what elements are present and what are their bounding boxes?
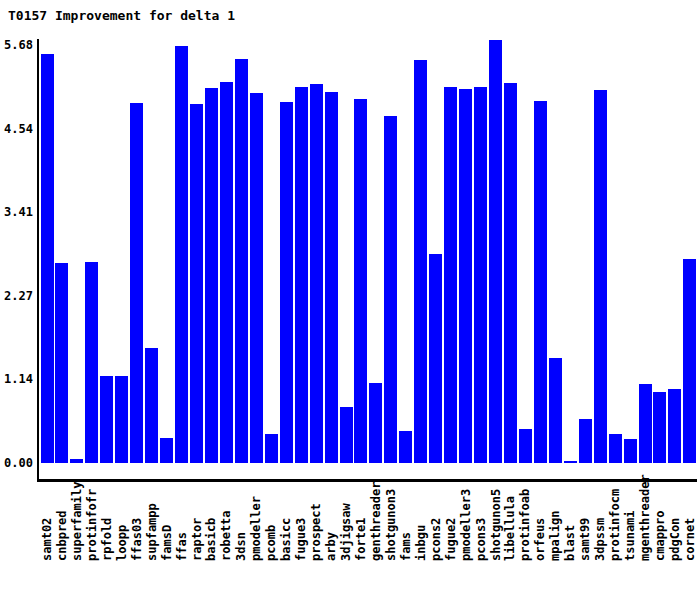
bar [340, 407, 353, 463]
y-tick-label: 5.68 [0, 39, 33, 52]
bar [100, 376, 113, 463]
x-axis-line [37, 479, 697, 482]
bar [115, 376, 128, 463]
x-axis-label: protinfofr [86, 489, 98, 561]
x-axis-label: shotgunon3 [385, 489, 397, 561]
x-axis-label: cmappro [654, 510, 666, 561]
bar [564, 461, 577, 463]
x-axis-label: blast [564, 525, 576, 561]
x-axis-label: cnbpred [56, 510, 68, 561]
x-axis-label: forte1 [355, 518, 367, 561]
bar [354, 99, 367, 463]
bar [594, 90, 607, 463]
bar [265, 434, 278, 463]
x-axis-label: tsunami [624, 510, 636, 561]
x-axis-label: mpalign [549, 510, 561, 561]
bar [639, 384, 652, 463]
bar [280, 102, 293, 463]
bar [399, 431, 412, 463]
x-axis-label: samt99 [579, 518, 591, 561]
bar [325, 92, 338, 463]
bar [579, 419, 592, 463]
bar [145, 348, 158, 463]
bar [444, 87, 457, 463]
bar [414, 60, 427, 463]
bar [474, 87, 487, 463]
bar [310, 84, 323, 463]
x-axis-label: pdgCon [669, 518, 681, 561]
bar [205, 88, 218, 463]
x-axis-label: protinfocm [609, 489, 621, 561]
x-axis-label: basicb [205, 518, 217, 561]
x-axis-label: inbgu [415, 525, 427, 561]
x-axis-label: pcons2 [430, 518, 442, 561]
y-tick-label: 0.00 [0, 457, 33, 470]
bar [624, 439, 637, 463]
x-axis-label: loopp [116, 525, 128, 561]
x-axis-label: fugue3 [295, 518, 307, 561]
bar [653, 392, 666, 463]
bar [70, 459, 83, 463]
x-axis-label: basicc [280, 518, 292, 561]
x-axis-label: 3dpssm [594, 518, 606, 561]
x-axis-label: pmodeller [250, 496, 262, 561]
x-axis-label: superfamily [71, 482, 83, 561]
bar [384, 116, 397, 463]
bar [41, 54, 54, 463]
x-axis-label: ffas03 [131, 518, 143, 561]
x-axis-label: shotgunon5 [490, 489, 502, 561]
bar [220, 82, 233, 463]
y-axis-line [37, 39, 39, 482]
bar-chart: T0157 Improvement for delta 1 0.00 1.14 2.… [0, 0, 700, 590]
y-tick-label: 2.27 [0, 290, 33, 303]
bar [429, 254, 442, 463]
bar [489, 40, 502, 463]
bar [160, 438, 173, 463]
x-axis-label: mgenthreader [639, 474, 651, 561]
x-axis-label: 3djigsaw [340, 503, 352, 561]
x-axis-label: famsD [161, 525, 173, 561]
x-axis-label: protinfoab [519, 489, 531, 561]
x-axis-label: arby [325, 532, 337, 561]
bar [55, 263, 68, 463]
chart-title: T0157 Improvement for delta 1 [8, 8, 235, 23]
x-axis-label: robetta [220, 510, 232, 561]
bar [369, 383, 382, 463]
x-axis-label: rpfold [101, 518, 113, 561]
x-axis-label: pcons3 [475, 518, 487, 561]
bar [668, 389, 681, 463]
bar [295, 87, 308, 463]
x-axis-label: orfeus [534, 518, 546, 561]
x-axis-label: raptor [191, 518, 203, 561]
y-tick-label: 4.54 [0, 123, 33, 136]
bar [683, 259, 696, 463]
bar [549, 358, 562, 463]
bar [235, 59, 248, 463]
x-axis-label: cornet [684, 518, 696, 561]
bar [190, 104, 203, 463]
bar [504, 83, 517, 463]
bar [519, 429, 532, 463]
x-axis-label: 3dsn [235, 532, 247, 561]
x-axis-label: supfampp [146, 503, 158, 561]
x-axis-label: prospect [310, 503, 322, 561]
bar [130, 103, 143, 463]
x-axis-label: samt02 [41, 518, 53, 561]
x-axis-label: pcomb [265, 525, 277, 561]
y-tick-label: 1.14 [0, 373, 33, 386]
x-axis-label: genthreader [370, 482, 382, 561]
x-axis-label: pmodeller3 [460, 489, 472, 561]
bar [459, 89, 472, 463]
bar [534, 101, 547, 463]
x-axis-label: fugue2 [445, 518, 457, 561]
bar [175, 46, 188, 463]
bar [85, 262, 98, 463]
x-axis-label: ffas [176, 532, 188, 561]
bar [609, 434, 622, 463]
y-tick-label: 3.41 [0, 206, 33, 219]
x-axis-label: libellula [504, 496, 516, 561]
x-axis-label: fams [400, 532, 412, 561]
bar [250, 93, 263, 463]
